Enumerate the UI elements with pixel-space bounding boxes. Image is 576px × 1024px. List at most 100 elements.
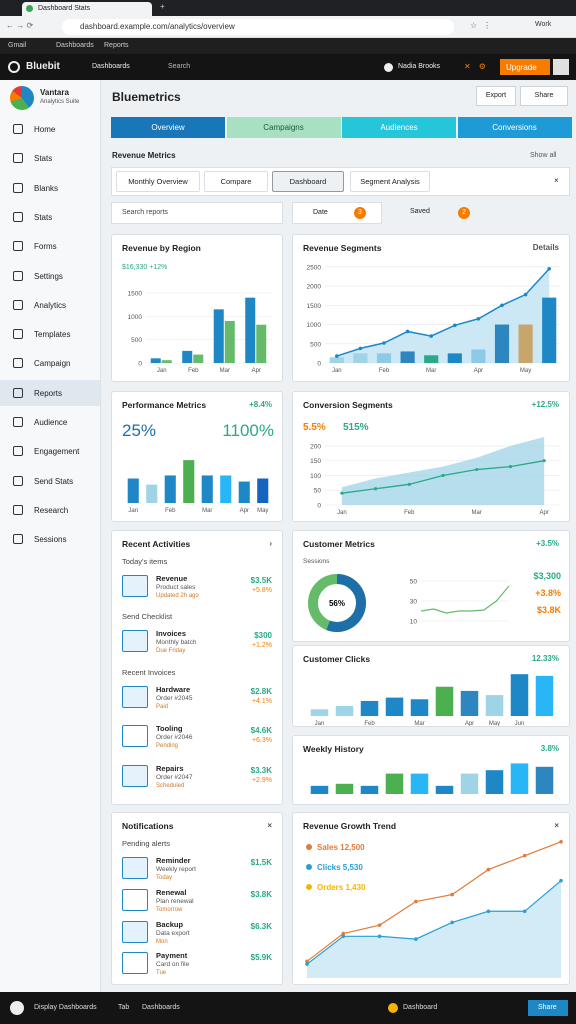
item-title[interactable]: Invoices	[156, 629, 187, 639]
card-subtitle: Sessions	[303, 558, 330, 565]
saved[interactable]: Saved	[410, 208, 430, 215]
item-icon	[122, 685, 148, 708]
item-meta: Mon	[156, 938, 168, 945]
nav-item[interactable]: Research	[34, 505, 69, 515]
card-badge: +8.4%	[249, 400, 272, 409]
point	[305, 959, 309, 964]
nav-buttons[interactable]: ← → ⟳	[6, 21, 34, 30]
nav-item[interactable]: Forms	[34, 242, 57, 252]
item-title[interactable]: Tooling	[156, 724, 183, 734]
search-input[interactable]: Search reports	[111, 202, 283, 224]
card-title: Revenue by Region	[122, 243, 201, 253]
nav-item[interactable]: Stats	[34, 154, 53, 164]
item-title[interactable]: Hardware	[156, 684, 191, 694]
bar	[360, 785, 379, 794]
browser-tab[interactable]: Dashboard Stats	[22, 2, 152, 16]
nav-item[interactable]: Campaign	[34, 359, 71, 369]
bar	[146, 484, 158, 503]
item-change: +4.1%	[251, 697, 272, 705]
bar	[224, 321, 235, 363]
header-icons[interactable]: ✕⚙	[464, 62, 494, 71]
nav-item[interactable]: Reports	[34, 388, 63, 398]
bookmark[interactable]: Dashboards	[56, 42, 94, 49]
point	[373, 487, 378, 491]
y-tick-label: 500	[131, 337, 142, 344]
footer-button[interactable]: Share	[528, 1000, 568, 1016]
footer-center[interactable]: Dashboards	[142, 1004, 180, 1011]
tab[interactable]: Conversions	[457, 117, 572, 138]
kpi: +3.8%	[535, 588, 561, 598]
bar	[542, 297, 557, 363]
date-dropdown[interactable]: Date	[292, 202, 382, 224]
profile[interactable]: Work	[535, 21, 552, 28]
user-name[interactable]: Nadia Brooks	[398, 63, 441, 70]
footer-link[interactable]: Dashboard	[403, 1004, 438, 1011]
browser-icons[interactable]: ☆⋮	[470, 21, 498, 30]
nav-item[interactable]: Templates	[34, 330, 71, 340]
item-sub: Weekly report	[156, 866, 196, 873]
card-link[interactable]: ×	[267, 821, 272, 830]
nav-item[interactable]: Send Stats	[34, 476, 74, 486]
nav-item[interactable]: Sessions	[34, 535, 67, 545]
item-title[interactable]: Payment	[156, 951, 188, 961]
filter-chip[interactable]: Dashboard	[272, 171, 344, 192]
item-value: $2.8K	[250, 686, 272, 696]
card: 0 500 1000 1500 2000 2500 Jan Feb Mar Apr May Reven…	[292, 234, 570, 382]
bar	[127, 478, 139, 503]
nav-item[interactable]: Engagement	[34, 447, 80, 457]
tab[interactable]: Overview	[111, 117, 225, 138]
filter-chip[interactable]: Compare	[204, 171, 268, 192]
search[interactable]: Search	[168, 63, 191, 70]
filter-chip[interactable]: Segment Analysis	[350, 171, 430, 192]
bar	[410, 773, 429, 794]
bookmark[interactable]: Gmail	[8, 42, 27, 49]
card-link[interactable]: Details	[532, 243, 559, 252]
item-meta: Today	[156, 875, 173, 881]
url-field[interactable]: dashboard.example.com/analytics/overview	[62, 19, 454, 35]
nav-item[interactable]: Blanks	[34, 183, 59, 193]
tab[interactable]: Campaigns	[226, 117, 341, 138]
item-title[interactable]: Repairs	[156, 763, 184, 773]
nav-item[interactable]: Stats	[34, 212, 53, 222]
upgrade-button[interactable]: Upgrade	[500, 59, 550, 75]
chart: 5.5% 515% 0 50 100 150 200 Jan Feb Mar Apr	[303, 422, 561, 516]
bookmark[interactable]: Reports	[104, 42, 129, 49]
x-tick-label: Apr	[240, 508, 249, 514]
item-title[interactable]: Backup	[156, 919, 184, 929]
point	[486, 909, 491, 914]
new-tab[interactable]: +	[160, 2, 165, 11]
page-title: Bluemetrics	[112, 90, 181, 104]
card-link[interactable]: ›	[269, 539, 272, 548]
tab[interactable]: Audiences	[342, 117, 456, 138]
item-title[interactable]: Revenue	[156, 574, 188, 583]
nav-item[interactable]: Settings	[34, 271, 63, 281]
item-title[interactable]: Reminder	[156, 856, 191, 865]
section-link[interactable]: Show all	[530, 152, 557, 159]
item-icon	[122, 952, 148, 975]
point	[429, 334, 433, 338]
nav-item[interactable]: Audience	[34, 418, 68, 427]
card-title: Recent Activities	[122, 539, 191, 549]
x-tick-label: Jan	[337, 510, 347, 516]
footer-left[interactable]: Display Dashboards	[34, 1004, 97, 1011]
card-link[interactable]: ×	[554, 821, 559, 830]
menu[interactable]: Dashboards	[92, 63, 130, 70]
filter-chip[interactable]: Monthly Overview	[116, 171, 200, 192]
filter-close[interactable]: ×	[554, 176, 559, 185]
point	[358, 346, 363, 351]
nav-icon	[13, 270, 23, 281]
item-title[interactable]: Renewal	[156, 887, 187, 897]
bar	[385, 773, 404, 794]
page-button[interactable]: Share	[520, 86, 568, 106]
footer-tab[interactable]: Tab	[118, 1004, 130, 1011]
section-heading: Recent Invoices	[122, 667, 176, 677]
point	[547, 266, 551, 271]
active-highlight	[0, 379, 100, 406]
kpi: Sales 12,500	[317, 843, 365, 852]
point	[450, 892, 454, 897]
nav-item[interactable]: Home	[34, 125, 56, 134]
nav-item[interactable]: Analytics	[34, 300, 67, 310]
area	[307, 880, 561, 978]
item-sub: Order #2047	[156, 773, 193, 781]
page-button[interactable]: Export	[476, 86, 516, 106]
